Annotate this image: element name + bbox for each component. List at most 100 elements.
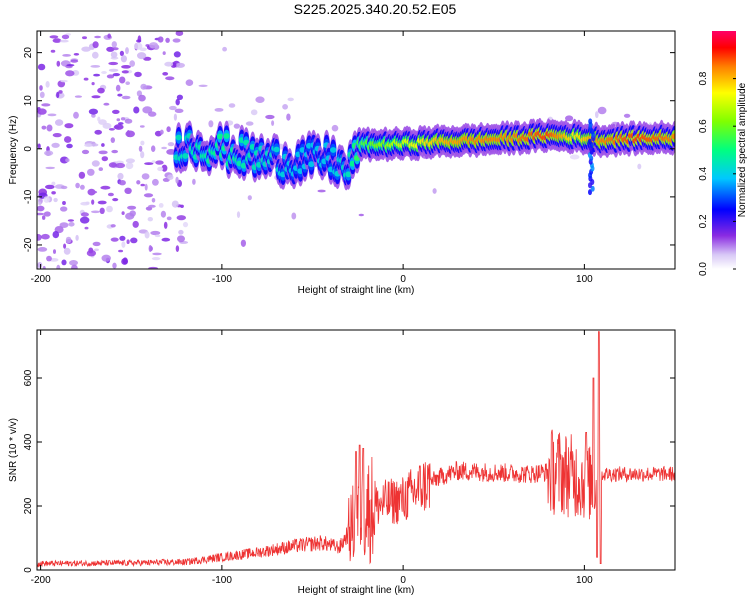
spectrogram-cell	[175, 245, 180, 253]
spectrogram-cell	[240, 239, 246, 247]
spectrogram-cell	[45, 81, 50, 88]
spectrogram-cell	[37, 247, 48, 252]
spectrogram-ridge-cell	[330, 147, 337, 153]
spectrogram-cell	[161, 146, 168, 150]
spectrogram-cell	[138, 145, 143, 152]
spectrogram-cell	[52, 133, 62, 138]
spectrogram-streak-cell	[590, 185, 595, 192]
spectrogram-cell	[228, 103, 236, 108]
spectrogram-cell	[60, 185, 68, 190]
spectrogram-cell	[111, 41, 118, 48]
spectrogram-cell	[91, 82, 95, 86]
spectrogram-cell	[38, 201, 42, 206]
spectrogram-cell	[167, 174, 174, 180]
spectrogram-cell	[271, 120, 275, 126]
spectrogram-cell	[80, 212, 89, 217]
spectrogram-cell	[129, 60, 135, 67]
spectrogram-cell	[161, 164, 168, 172]
spectrogram-cell	[41, 233, 50, 240]
y-tick-label: 600	[23, 369, 34, 386]
spectrogram-cell	[106, 46, 115, 52]
spectrogram-cell	[151, 145, 156, 152]
spectrogram-cell	[143, 193, 154, 198]
spectrogram-cell	[176, 94, 183, 101]
spectrogram-cell	[162, 72, 169, 76]
spectrogram-cell	[43, 196, 50, 203]
spectrogram-cell	[126, 130, 131, 137]
spectrogram-cell	[59, 39, 69, 43]
spectrogram-ridge-cell	[308, 161, 315, 168]
spectrogram-cell	[51, 142, 60, 148]
spectrogram-cell	[91, 210, 100, 214]
spectrogram-cell	[70, 59, 79, 63]
spectrogram-cell	[133, 106, 140, 114]
spectrogram-cell	[51, 181, 56, 186]
spectrogram-cell	[152, 252, 162, 256]
spectrogram-x-ticks: -200 -100 0 100	[31, 31, 593, 285]
snr-frame	[36, 329, 676, 571]
spectrogram-cell	[119, 50, 124, 57]
spectrogram-cell	[83, 77, 89, 81]
spectrogram-cell	[112, 109, 120, 114]
spectrogram-cell	[127, 205, 137, 210]
colorbar-tick-label: 0.6	[698, 119, 709, 133]
spectrogram-cell	[623, 113, 631, 118]
spectrogram-cell	[148, 266, 158, 269]
spectrogram-cell	[91, 160, 100, 167]
x-tick-label: 100	[576, 575, 593, 586]
spectrogram-cell	[171, 200, 179, 208]
spectrogram-cell	[110, 237, 119, 242]
spectrogram-cell	[112, 47, 119, 51]
spectrogram-cell	[67, 219, 74, 222]
y-tick-label: 0	[23, 146, 34, 152]
spectrogram-cell	[126, 239, 130, 244]
spectrogram-cell	[53, 197, 58, 203]
spectrogram-cell	[160, 210, 166, 218]
spectrogram-cell	[166, 149, 176, 155]
spectrogram-cell	[125, 158, 135, 164]
colorbar-label: Normalized spectral amplitude	[737, 82, 748, 217]
spectrogram-cell	[166, 126, 171, 133]
spectrogram-cell	[46, 124, 53, 132]
spectrogram-cell	[112, 198, 119, 202]
snr-series-line	[37, 331, 675, 568]
spectrogram-cell	[114, 124, 124, 130]
spectrogram-cell	[173, 51, 181, 58]
y-tick-label: -20	[23, 237, 34, 252]
spectrogram-cell	[94, 129, 102, 135]
spectrogram-cell	[140, 83, 147, 90]
spectrogram-cell	[214, 108, 224, 112]
spectrogram-cell	[56, 91, 60, 99]
spectrogram-cell	[142, 106, 153, 114]
spectrogram-cell	[78, 171, 86, 179]
spectrogram-cell	[120, 55, 127, 63]
spectrogram-cell	[82, 36, 87, 40]
spectrogram-ridge-cell	[273, 146, 280, 153]
spectrogram-cell	[147, 217, 153, 222]
spectrogram-cell	[198, 84, 208, 88]
spectrogram-cell	[87, 190, 98, 194]
spectrogram-cell	[87, 168, 95, 176]
spectrogram-cell	[164, 61, 174, 67]
spectrogram-cell	[44, 150, 54, 156]
spectrogram-cell	[103, 102, 110, 106]
spectrogram-cell	[138, 94, 146, 102]
snr-panel: -200 -100 0 100 0 200 400 600 Height of straig…	[8, 329, 676, 596]
spectrogram-cell	[151, 198, 156, 203]
spectrogram-cell	[595, 111, 599, 119]
spectrogram-cell	[91, 199, 95, 205]
spectrogram-cell	[39, 85, 43, 91]
spectrogram-cell	[148, 204, 156, 208]
spectrogram-cell	[51, 191, 56, 195]
spectrogram-cell	[65, 236, 72, 244]
y-tick-label: -10	[23, 189, 34, 204]
spectrogram-y-label: Frequency (Hz)	[8, 116, 19, 185]
snr-y-label: SNR (10 * v/v)	[8, 418, 19, 482]
spectrogram-cell	[139, 125, 145, 128]
spectrogram-cell	[141, 173, 150, 180]
spectrogram-cell	[84, 226, 89, 230]
spectrogram-x-label: Height of straight line (km)	[298, 285, 415, 296]
spectrogram-streak-cell	[588, 189, 592, 196]
spectrogram-cell	[80, 216, 90, 224]
spectrogram-data	[37, 31, 675, 269]
